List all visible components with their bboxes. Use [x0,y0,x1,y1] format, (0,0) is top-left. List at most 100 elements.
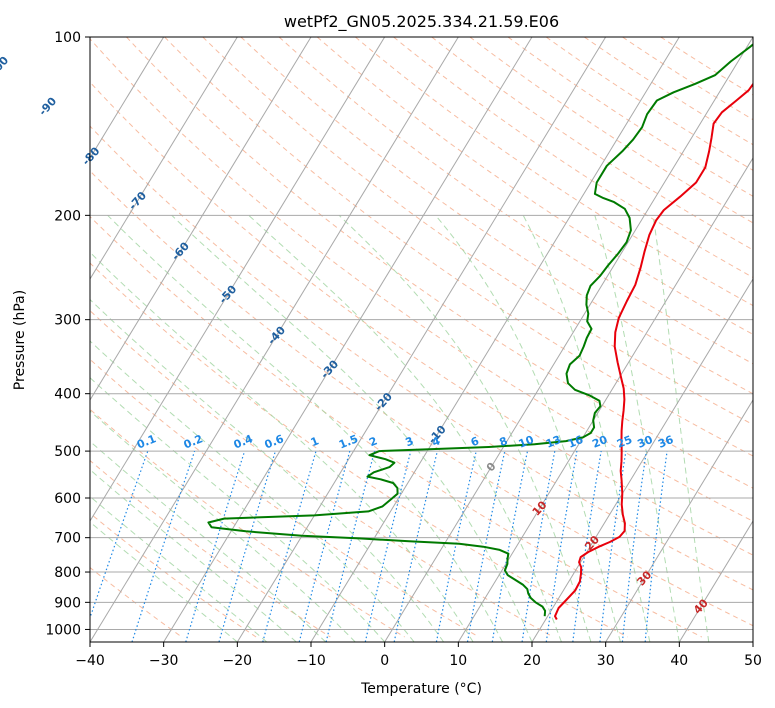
y-axis-title: Pressure (hPa) [12,290,28,390]
mixing-ratio-line [262,450,317,642]
dry-adiabat-line [90,215,703,638]
mixing-ratio-label: 20 [590,433,609,451]
mixing-ratio-line [298,450,351,642]
x-tick-label: 0 [380,653,389,669]
mixing-ratio-line [185,450,246,642]
y-tick-label: 900 [54,595,81,611]
x-tick-label: −30 [149,653,179,669]
mixing-ratio-label: 36 [656,433,675,451]
isotherm-line [90,37,238,280]
dry-adiabat-line [90,170,753,627]
dewpoint-line [207,43,753,617]
mixing-ratio-line [131,450,196,642]
moist-adiabat-line [90,521,238,642]
isotherm-line [90,37,165,159]
moist-adiabat-line [338,214,592,642]
moist-adiabat-line [90,340,415,642]
moist-adiabat-line [90,298,445,642]
y-tick-label: 400 [54,387,81,403]
moist-adiabat-line [248,214,562,642]
mixing-ratio-label: 1.5 [337,432,360,451]
y-tick-label: 500 [54,444,81,460]
x-axis: −40 −30 −20 −10 0 10 20 30 40 50 [75,642,762,669]
dry-adiabat-line [278,37,753,365]
isotherm-line [236,37,607,642]
dry-adiabat-line [545,37,753,171]
dry-adiabat-line [90,38,753,522]
y-axis: 100 200 300 400 500 600 700 800 900 1000 [45,30,90,638]
x-tick-label: 20 [523,653,541,669]
moist-adiabat-line [90,440,327,642]
isotherm-line [457,157,753,642]
moist-adiabat-line [90,251,474,642]
mixing-ratio-label: 0.2 [182,432,205,451]
moist-adiabat-line [90,495,268,642]
mixing-ratio-label: 10 [517,433,536,451]
mixing-ratio-label: 2 [367,434,379,449]
mixing-ratio-line [218,450,276,642]
isotherm-label: -100 [0,54,11,83]
mixing-ratio-label: 1 [309,434,321,449]
isotherm-line [90,37,459,642]
dry-adiabat-line [90,310,554,638]
y-tick-label: 600 [54,491,81,507]
isotherm-label: -50 [216,283,239,307]
dry-adiabat-line [240,37,753,395]
x-axis-title: Temperature (°C) [360,681,482,697]
dry-adiabat-line [90,81,753,556]
mixing-ratio-line [599,451,627,642]
isotherm-line [90,37,312,401]
mixing-ratio-line [572,450,602,642]
isotherm-label: -70 [126,189,149,213]
x-tick-label: 10 [449,653,467,669]
dry-adiabat-line [584,37,753,146]
isotherm-line [384,37,753,642]
mixing-ratio-label: 30 [636,433,655,451]
moist-adiabat-line [107,214,503,642]
mixing-ratio-line [364,450,412,642]
temperature-line [554,82,753,620]
moist-adiabat-line [90,469,297,642]
isotherm-label: 30 [634,568,654,588]
isotherm-label: -40 [265,324,288,348]
y-tick-label: 100 [54,30,81,46]
isotherm-label: -30 [318,357,341,381]
dry-adiabat-line [164,37,753,457]
y-tick-label: 700 [54,531,81,547]
mixing-ratio-line [644,451,668,642]
x-tick-label: 30 [597,653,615,669]
mixing-ratio-lines [90,450,668,642]
profile-series [207,43,753,620]
mixing-ratio-label: 0.4 [232,432,255,451]
isotherm-line [531,278,753,642]
dry-adiabat-line [393,37,753,279]
isotherm-label: -60 [169,239,192,263]
mixing-ratio-line [325,450,376,642]
y-tick-label: 300 [54,313,81,329]
isotherm-label: 40 [691,596,711,616]
dry-adiabat-line [90,125,753,591]
x-tick-label: 40 [670,653,688,669]
dry-adiabat-line [90,262,628,638]
moist-adiabat-line [171,214,533,642]
moist-adiabat-line [652,215,710,642]
y-tick-label: 200 [54,208,81,224]
mixing-ratio-label: 16 [566,433,585,451]
dry-adiabat-line [355,37,753,307]
dry-adiabat-line [126,37,753,489]
mixing-ratio-label: 0.6 [263,432,286,451]
moist-adiabat-line [435,214,621,642]
grid-lines [90,37,753,642]
y-tick-label: 800 [54,565,81,581]
isotherm-line [752,641,753,642]
mixing-ratio-line [393,450,438,642]
y-tick-label: 1000 [45,622,81,638]
moist-adiabat-line [90,377,386,642]
mixing-ratio-label: 25 [615,433,634,451]
adiabat-lines [90,37,753,642]
x-tick-label: 50 [744,653,762,669]
dry-adiabat-line [202,37,753,426]
chart-title: wetPf2_GN05.2025.334.21.59.E06 [284,12,559,32]
isotherm-label: -80 [80,144,103,168]
